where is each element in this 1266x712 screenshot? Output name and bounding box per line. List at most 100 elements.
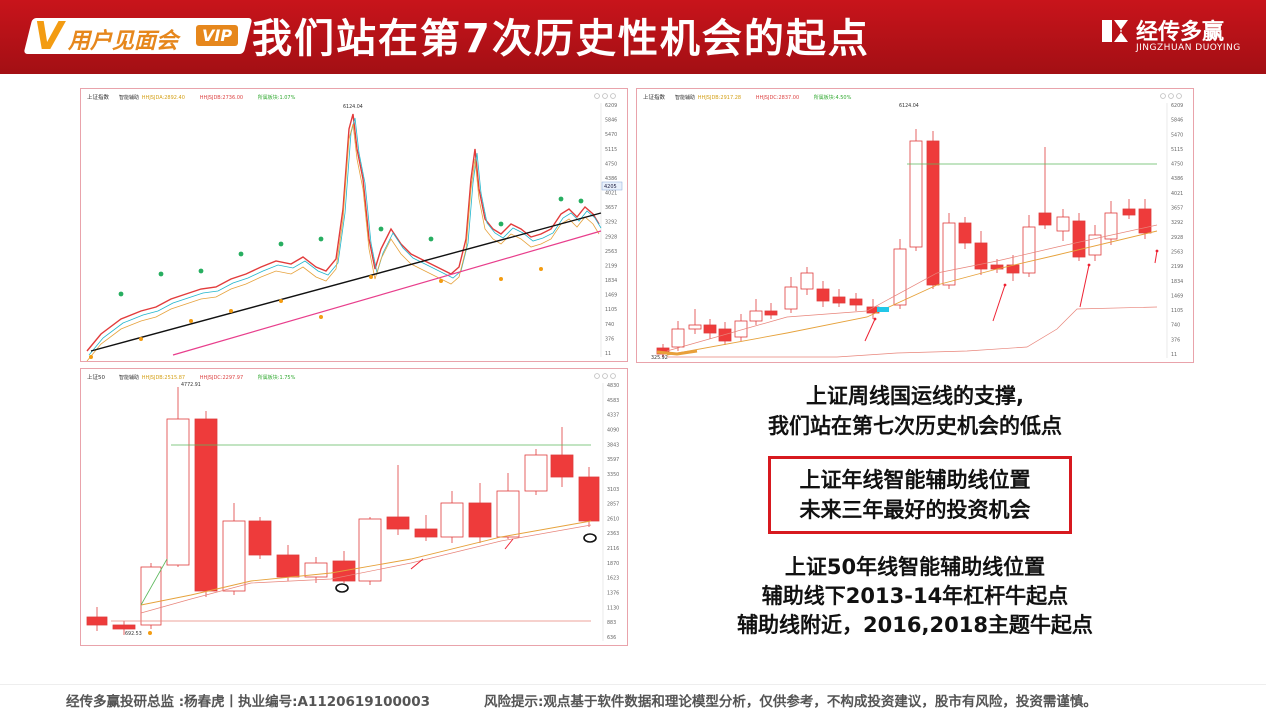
y-tick-label: 4337 <box>607 413 619 419</box>
y-tick-label: 3657 <box>1171 206 1183 212</box>
y-tick-label: 2563 <box>605 249 617 255</box>
candle-body <box>578 476 600 522</box>
circle-annotation <box>335 583 349 593</box>
sell-signal-marker <box>89 355 93 359</box>
lower-trendline <box>172 230 602 356</box>
badge-v-letter: V <box>34 14 64 58</box>
candle-body <box>496 490 520 538</box>
chart-tag: HHJSJDA:2892.40 <box>142 95 185 101</box>
peak-label: 4772.91 <box>181 382 201 388</box>
candle-body <box>764 310 778 316</box>
trend-arrow <box>864 318 876 342</box>
y-tick-label: 1469 <box>605 293 617 299</box>
y-tick-label: 4583 <box>607 398 619 404</box>
y-tick-label: 5470 <box>605 132 617 138</box>
vip-meeting-badge: V 用户见面会 VIP <box>23 14 253 58</box>
buy-signal-marker <box>158 271 164 277</box>
badge-text: 用户见面会 <box>68 29 179 54</box>
y-tick-label: 2563 <box>1171 249 1183 255</box>
chart-sse50-yearly-canvas: 上证50 智能辅助 HHJSJDB:2515.87 HHJSJDC:2297.97 所属… <box>86 373 619 641</box>
trend-arrow <box>504 538 514 550</box>
sell-signal-marker <box>499 277 503 281</box>
caption-3-line-3: 辅助线附近，2016,2018主题牛起点 <box>737 613 1093 637</box>
y-tick-label: 3103 <box>607 487 619 493</box>
candle-body <box>703 324 717 334</box>
signal-box <box>877 307 889 312</box>
candle-body <box>166 418 190 566</box>
candle-body <box>1056 216 1070 232</box>
y-tick-label: 4090 <box>607 427 619 433</box>
buy-signal-marker <box>198 268 204 274</box>
buy-signal-marker <box>428 236 434 242</box>
y-tick-label: 4830 <box>607 383 619 389</box>
y-tick-label: 5115 <box>1171 147 1183 153</box>
y-tick-label: 4750 <box>605 161 617 167</box>
sell-signal-marker <box>279 299 283 303</box>
y-tick-label: 2363 <box>607 531 619 537</box>
candle-body <box>1104 212 1118 240</box>
sell-signal-marker <box>539 267 543 271</box>
buy-signal-marker <box>378 226 384 232</box>
candle-body <box>414 528 438 538</box>
arrow-head-icon <box>1087 263 1091 267</box>
trend-arrow <box>1079 264 1090 308</box>
y-tick-label: 1130 <box>607 605 619 611</box>
y-tick-label: 1469 <box>1171 293 1183 299</box>
candle-body <box>974 242 988 270</box>
candle-body <box>276 554 300 578</box>
ma-line <box>86 123 600 361</box>
buy-signal-marker <box>118 291 124 297</box>
y-tick-label: 2610 <box>607 516 619 522</box>
chart-tag: 所属板块:1.07% <box>258 94 296 101</box>
caption-3-line-1: 上证50年线智能辅助线位置 <box>784 555 1046 579</box>
candle-body <box>86 616 108 626</box>
peak-label: 6124.04 <box>899 103 919 109</box>
candle-body <box>893 248 907 306</box>
candle-body <box>1088 234 1102 256</box>
chart-tag: HHJSJDB:2736.00 <box>200 95 243 101</box>
y-tick-label: 740 <box>1171 323 1180 329</box>
candle-body <box>550 454 574 478</box>
window-control-icon <box>594 93 600 99</box>
trend-arrow <box>410 558 424 570</box>
y-tick-label: 2199 <box>605 263 617 269</box>
y-tick-label: 1376 <box>607 591 619 597</box>
candle-body <box>832 296 846 304</box>
chart-tag: 智能辅助 <box>119 94 139 101</box>
candle-body <box>849 298 863 306</box>
window-control-icon <box>1168 93 1174 99</box>
candle-body <box>112 624 136 630</box>
chart-tag: 智能辅助 <box>675 94 695 101</box>
badge-vip-tag: VIP <box>196 25 239 46</box>
candle-body <box>194 418 218 592</box>
candle-body <box>958 222 972 244</box>
y-tick-label: 6209 <box>605 103 617 109</box>
brand-name: 经传多赢 <box>1136 20 1225 45</box>
footer-risk-notice: 风险提示:观点基于软件数据和理论模型分析，仅供参考，不构成投资建议，股市有风险，… <box>484 694 1097 710</box>
y-tick-label: 5470 <box>1171 132 1183 138</box>
highlight-box <box>768 456 1072 534</box>
y-tick-label: 6209 <box>1171 103 1183 109</box>
y-tick-label: 3657 <box>605 205 617 211</box>
chart-shanghai-weekly-canvas: 上证指数 智能辅助 HHJSJDA:2892.40 HHJSJDB:2736.00 所属… <box>86 93 623 361</box>
candle-body <box>386 516 410 530</box>
y-tick-label: 11 <box>1171 352 1177 358</box>
sell-signal-marker <box>229 309 233 313</box>
sell-signal-marker <box>319 315 323 319</box>
header-bar: V 用户见面会 VIP 我们站在第7次历史性机会的起点 经传多赢 JINGZHU… <box>0 0 1266 74</box>
sell-signal-marker <box>189 319 193 323</box>
candle-body <box>734 320 748 338</box>
y-tick-label: 5115 <box>605 147 617 153</box>
y-tick-label: 883 <box>607 620 616 626</box>
circle-annotation <box>583 533 597 543</box>
sell-signal-marker <box>369 275 373 279</box>
candle-body <box>1122 208 1136 216</box>
trend-arrow <box>1154 250 1158 264</box>
window-control-icon <box>610 93 616 99</box>
caption-1-line-1: 上证周线国运线的支撑, <box>806 384 1024 408</box>
candle-body <box>688 324 702 330</box>
buy-signal-marker <box>318 236 324 242</box>
chart-shanghai-yearly-canvas: 上证指数 智能辅助 HHJSJDB:2917.28 HHJSJDC:2837.00 所属… <box>643 93 1183 361</box>
chart-tag: 所属板块:1.75% <box>258 374 296 381</box>
candle-body <box>926 140 940 286</box>
